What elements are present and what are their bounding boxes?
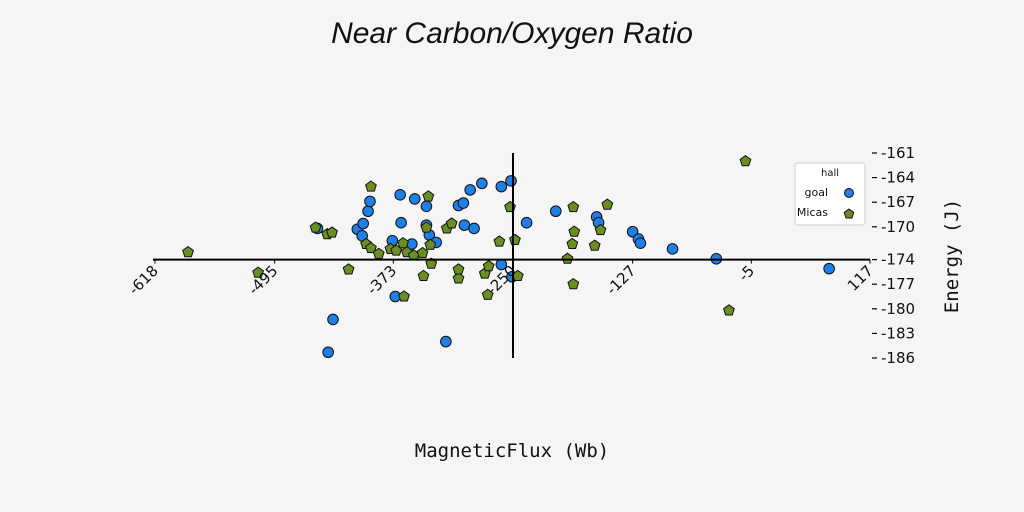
y-tick-label: -170	[881, 218, 915, 236]
y-tick-label: -180	[881, 300, 915, 318]
legend: hall goal Micas	[794, 162, 866, 226]
point-goal	[420, 200, 433, 213]
point-micas	[397, 236, 409, 249]
point-micas	[482, 259, 495, 272]
point-micas	[568, 225, 581, 237]
point-micas	[445, 217, 458, 229]
point-micas	[493, 235, 506, 247]
point-micas	[365, 241, 377, 254]
point-micas	[739, 154, 752, 167]
point-goal	[476, 177, 488, 190]
point-micas	[601, 198, 614, 210]
point-micas	[452, 272, 465, 284]
point-goal	[395, 216, 407, 229]
point-micas	[425, 257, 438, 269]
point-micas	[252, 266, 265, 278]
point-micas	[365, 180, 377, 192]
y-tick-label: -177	[881, 275, 915, 293]
point-goal	[322, 346, 334, 359]
legend-label-goal: goal	[804, 186, 828, 199]
x-axis-label: MagneticFlux (Wb)	[415, 440, 609, 462]
point-goal	[457, 197, 470, 209]
point-goal	[327, 313, 339, 326]
point-micas	[422, 190, 435, 202]
y-tick-label: -174	[881, 251, 915, 269]
point-micas	[566, 237, 579, 250]
point-micas	[594, 223, 607, 236]
point-micas	[561, 252, 574, 264]
point-micas	[372, 247, 385, 259]
y-tick-label: -164	[881, 169, 915, 187]
point-micas	[417, 269, 430, 282]
point-goal	[823, 262, 835, 275]
point-goal	[364, 195, 376, 208]
point-goal	[666, 243, 679, 255]
point-goal	[549, 205, 562, 218]
y-tick-label: -167	[881, 193, 915, 211]
point-micas	[452, 263, 465, 275]
point-micas	[481, 288, 494, 300]
point-goal	[357, 217, 369, 230]
legend-marker-goal	[844, 188, 854, 198]
plot-marks	[182, 154, 835, 359]
point-micas	[420, 221, 433, 233]
point-goal	[520, 216, 533, 229]
point-micas	[326, 226, 338, 238]
point-micas	[424, 238, 437, 250]
y-tick-label: -161	[881, 144, 915, 162]
point-micas	[588, 239, 601, 251]
point-micas	[182, 246, 194, 258]
y-axis-ticks: -161 -164 -167 -170 -174 -177 -180 -183 -186	[872, 144, 915, 367]
point-micas	[567, 277, 580, 290]
point-goal	[408, 193, 421, 205]
y-axis-label: Energy (J)	[941, 199, 963, 313]
y-tick-label: -186	[881, 349, 915, 367]
point-goal	[495, 180, 508, 193]
point-goal	[394, 189, 406, 201]
point-goal	[505, 175, 517, 187]
point-goal	[440, 335, 452, 348]
point-goal	[458, 219, 471, 231]
point-goal	[634, 237, 647, 249]
point-goal	[468, 222, 480, 235]
point-goal	[362, 205, 374, 218]
chart-title: Near Carbon/Oxygen Ratio	[331, 17, 693, 50]
point-micas	[309, 221, 322, 233]
legend-label-micas: Micas	[797, 206, 828, 219]
point-micas	[567, 200, 580, 213]
point-micas	[416, 246, 429, 259]
y-tick-label: -183	[881, 324, 915, 342]
legend-marker-micas	[843, 208, 855, 219]
point-micas	[398, 290, 410, 302]
point-micas	[342, 263, 355, 275]
legend-title: hall	[821, 168, 839, 179]
point-micas	[723, 304, 735, 316]
point-goal	[464, 184, 476, 196]
